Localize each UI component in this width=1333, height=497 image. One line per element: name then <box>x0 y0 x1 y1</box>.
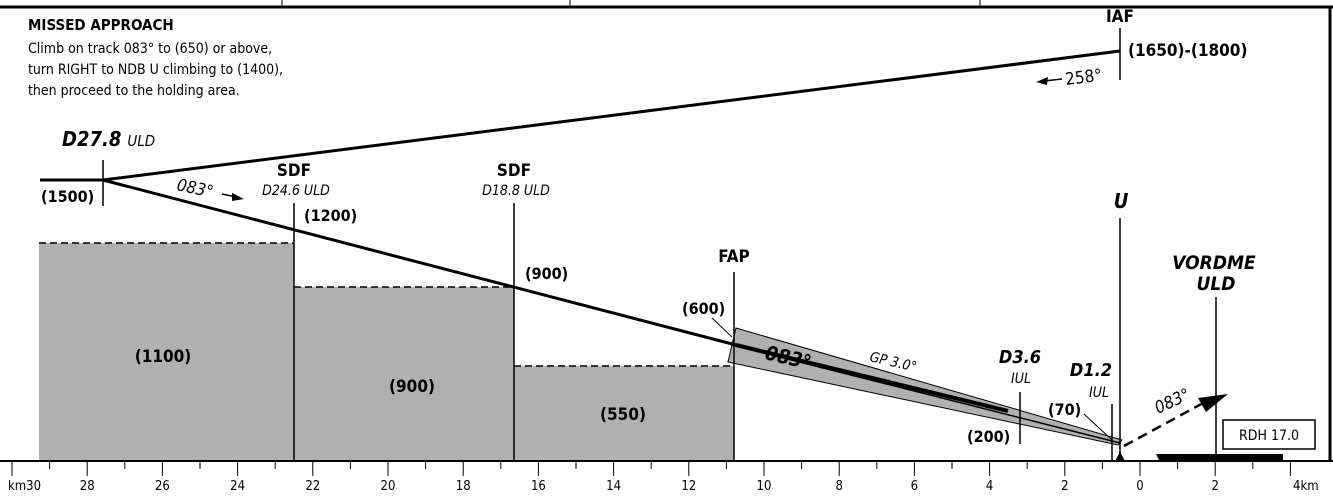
msa-block-1 <box>39 243 294 460</box>
scale-unit-right: 4km <box>1293 479 1319 494</box>
scale-tick-label: 6 <box>911 479 918 494</box>
scale-tick-label: 26 <box>155 479 170 494</box>
missed-approach-line-3: then proceed to the holding area. <box>28 83 240 99</box>
missed-approach-arrowhead <box>1198 394 1228 412</box>
scale-tick-label: 20 <box>381 479 396 494</box>
d278-track-arrowhead <box>232 193 244 201</box>
missed-approach-line-1: Climb on track 083° to (650) or above, <box>28 41 272 57</box>
d12-altitude: (70) <box>1048 400 1081 419</box>
scale-labels: 28 26 24 22 20 18 16 14 12 10 8 6 4 2 0 2 <box>80 479 1219 494</box>
initial-track-line <box>102 49 1121 182</box>
scale-tick-label: 28 <box>80 479 95 494</box>
scale-tick-label: 24 <box>230 479 245 494</box>
msa-label-2: (900) <box>389 377 435 397</box>
scale-tick-label: 8 <box>835 479 842 494</box>
d278-name-text: D27.8 <box>62 127 121 151</box>
missed-track-label: 083° <box>1152 385 1194 419</box>
vordme-label-line1: VORDME <box>1172 252 1256 274</box>
sdf2-altitude: (900) <box>525 264 568 283</box>
d12-source: IUL <box>1089 385 1109 401</box>
d12-name: D1.2 <box>1070 360 1112 381</box>
scale-tick-label: 2 <box>1211 479 1218 494</box>
scale-tick-label: 16 <box>531 479 546 494</box>
d36-name: D3.6 <box>999 347 1041 368</box>
d36-altitude: (200) <box>967 427 1010 446</box>
fap-name: FAP <box>718 247 750 267</box>
msa-block-3 <box>514 366 734 460</box>
descent-track-line <box>102 178 737 347</box>
sdf2-name: SDF <box>497 161 531 181</box>
rdh-label: RDH 17.0 <box>1239 428 1299 444</box>
d278-track: 083° <box>175 175 215 202</box>
scale-ticks <box>11 461 1291 476</box>
fap-altitude: (600) <box>682 299 725 318</box>
sdf1-dme: D24.6 ULD <box>262 183 330 199</box>
scale-tick-label: 4 <box>986 479 993 494</box>
iaf-altitude: (1650)-(1800) <box>1128 41 1247 61</box>
scale-tick-label: 22 <box>305 479 320 494</box>
iaf-label: IAF <box>1106 7 1134 27</box>
scale-tick-label: 0 <box>1136 479 1143 494</box>
scale-unit-left: km30 <box>8 479 41 494</box>
d12-altitude-leader <box>1083 413 1113 441</box>
rdh-box <box>1222 419 1316 450</box>
msa-label-3: (550) <box>600 405 646 425</box>
msa-label-1: (1100) <box>135 347 192 367</box>
glidepath-wedge <box>727 327 1123 446</box>
scale-tick-label: 10 <box>757 479 772 494</box>
missed-approach-title: MISSED APPROACH <box>28 16 174 34</box>
iaf-track-arrowhead <box>1036 77 1048 85</box>
scale-tick-label: 12 <box>681 479 696 494</box>
msa-block-2 <box>294 287 514 460</box>
scale-tick-label: 2 <box>1061 479 1068 494</box>
d278-source-text: ULD <box>127 132 155 150</box>
final-track-line <box>735 343 1009 413</box>
ndb-u-label: U <box>1114 189 1129 213</box>
vordme-label-line2: ULD <box>1197 273 1236 295</box>
sdf2-dme: D18.8 ULD <box>482 183 550 199</box>
sdf1-name: SDF <box>277 161 311 181</box>
missed-approach-line-2: turn RIGHT to NDB U climbing to (1400), <box>28 62 283 78</box>
d278-name: D27.8 ULD <box>62 127 155 151</box>
iaf-track: 258° <box>1064 66 1103 90</box>
fap-altitude-leader <box>711 317 733 338</box>
sdf1-altitude: (1200) <box>304 206 357 225</box>
scale-tick-label: 18 <box>456 479 471 494</box>
d36-source: IUL <box>1011 371 1031 387</box>
d278-altitude: (1500) <box>41 187 94 206</box>
ndb-marker <box>1115 452 1125 461</box>
scale-tick-label: 14 <box>606 479 621 494</box>
